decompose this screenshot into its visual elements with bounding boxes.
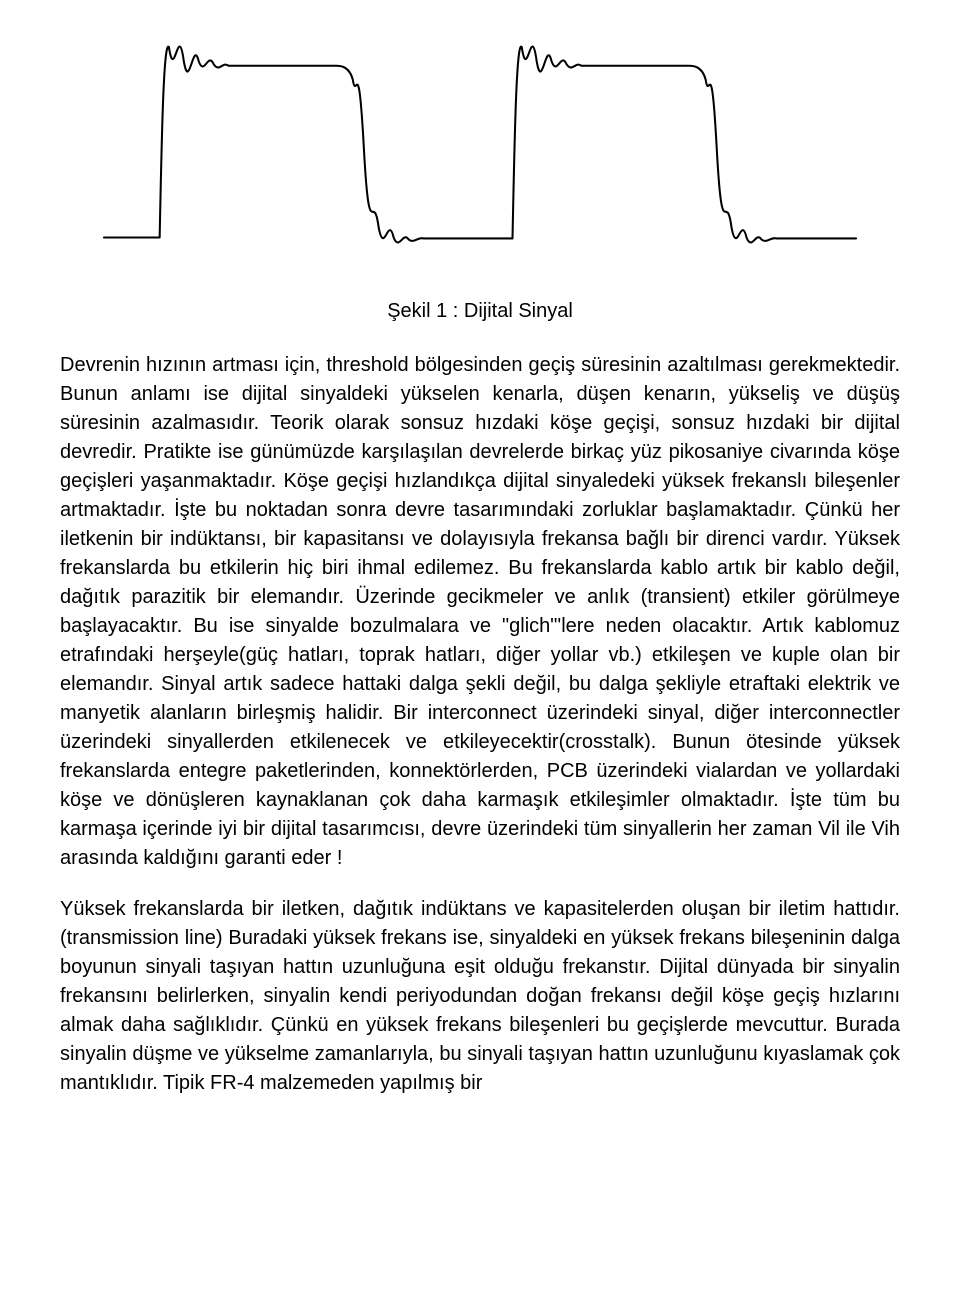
body-paragraph-2: Yüksek frekanslarda bir iletken, dağıtık… — [60, 895, 900, 1098]
page-container: Şekil 1 : Dijital Sinyal Devrenin hızını… — [0, 0, 960, 1160]
body-paragraph-1: Devrenin hızının artması için, threshold… — [60, 351, 900, 873]
figure-caption: Şekil 1 : Dijital Sinyal — [60, 300, 900, 323]
signal-waveform-svg — [70, 10, 890, 270]
digital-signal-figure — [60, 0, 900, 280]
